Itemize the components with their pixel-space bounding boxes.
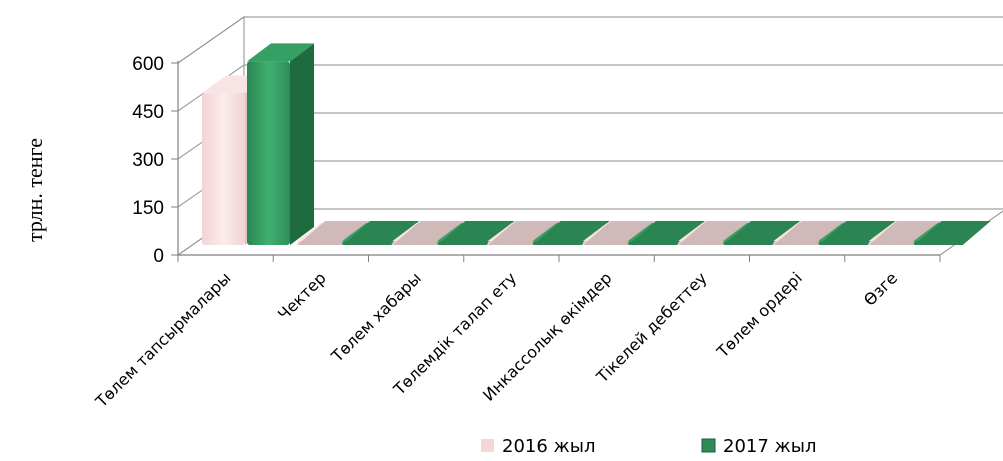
legend-swatch-2017	[701, 438, 716, 453]
y-tick-label: 600	[132, 54, 164, 75]
y-tick-label: 450	[132, 102, 164, 123]
bar-2017-5	[723, 221, 801, 245]
bars	[202, 43, 991, 246]
gridline	[177, 16, 1003, 64]
y-axis-label: трлн. тенге	[22, 138, 47, 242]
legend-swatch-2016	[481, 439, 494, 452]
y-tick-label: 300	[132, 150, 164, 171]
bar-2017-2	[437, 221, 515, 245]
gridline	[177, 64, 1003, 112]
bar-2017-0	[247, 43, 314, 246]
x-category-label: Төлем хабары	[327, 268, 425, 366]
bar-2017-3	[532, 221, 610, 245]
legend-label-2016: 2016 жыл	[502, 436, 595, 457]
bar-2017-4	[628, 221, 705, 245]
x-category-label: Өзге	[860, 268, 901, 309]
x-category-label: Төлем тапсырмалары	[91, 268, 234, 411]
legend-label-2017: 2017 жыл	[723, 436, 816, 457]
bar-2017-1	[342, 221, 420, 245]
x-category-label: Чектер	[274, 268, 330, 324]
x-category-label: Төлем ордері	[712, 268, 806, 362]
y-tick-label: 0	[153, 246, 164, 267]
axes	[171, 61, 941, 262]
legend: 2016 жыл 2017 жыл	[481, 436, 816, 457]
bar-2017-7	[913, 221, 991, 245]
bar-2017-6	[818, 221, 896, 245]
y-tick-label: 150	[132, 198, 164, 219]
